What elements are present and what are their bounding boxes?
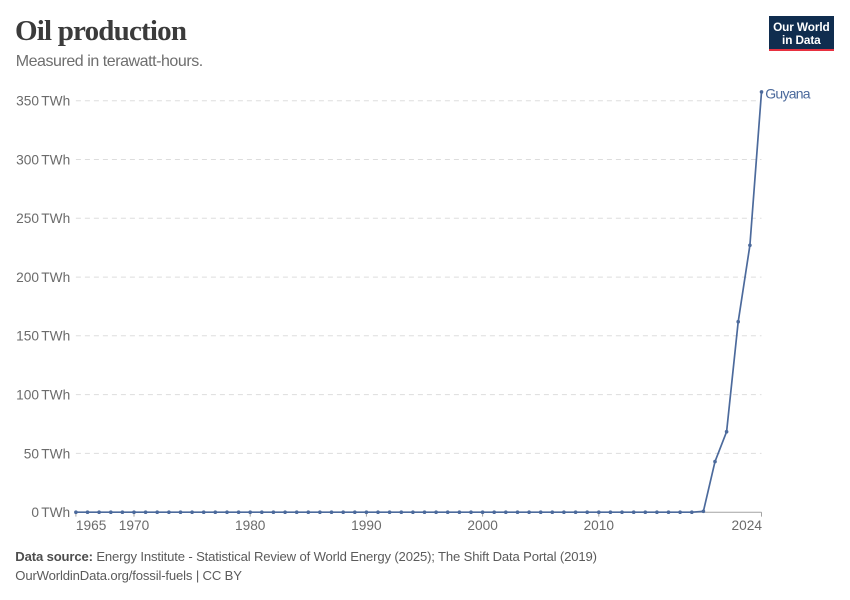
- svg-text:0 TWh: 0 TWh: [31, 505, 70, 520]
- svg-text:1990: 1990: [351, 518, 382, 533]
- svg-text:200 TWh: 200 TWh: [16, 270, 70, 285]
- svg-text:2000: 2000: [467, 518, 498, 533]
- svg-text:150 TWh: 150 TWh: [16, 329, 70, 344]
- svg-text:300 TWh: 300 TWh: [16, 152, 70, 167]
- svg-text:2024: 2024: [732, 518, 763, 533]
- svg-text:350 TWh: 350 TWh: [16, 94, 70, 109]
- svg-text:Guyana: Guyana: [765, 86, 810, 102]
- svg-text:1980: 1980: [235, 518, 266, 533]
- svg-text:1970: 1970: [119, 518, 150, 533]
- svg-text:100 TWh: 100 TWh: [16, 388, 70, 403]
- svg-text:250 TWh: 250 TWh: [16, 211, 70, 226]
- svg-text:1965: 1965: [76, 518, 107, 533]
- svg-text:50 TWh: 50 TWh: [24, 446, 70, 461]
- svg-text:2010: 2010: [584, 518, 615, 533]
